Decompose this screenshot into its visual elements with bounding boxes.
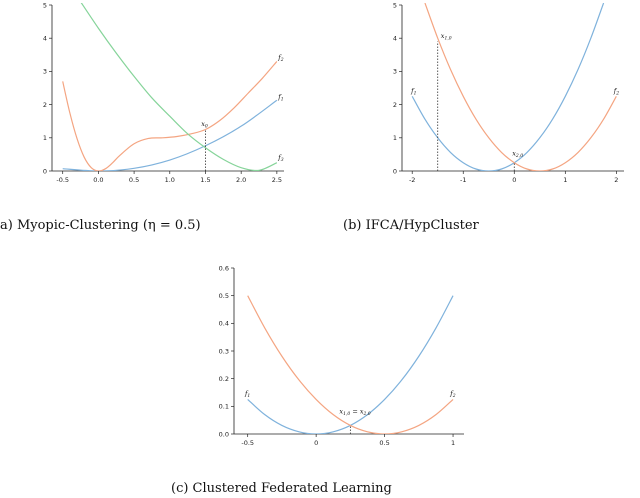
series-line-f1 [62,99,278,171]
chart-c: -0.5 0 0.5 1 0.0 0.1 0.2 0.3 0.4 0.5 0.6 f1 f2 x1,0 =… [219,264,464,447]
annotation-label: f1 [410,87,416,97]
y-tick-label: 0 [393,167,397,175]
annotation-label: x1,0 [441,32,452,42]
x-tick-label: 1.0 [165,176,175,184]
series-line-f2 [62,61,278,171]
x-tick-label: 0.0 [93,176,103,184]
x-tick-label: -1 [460,176,466,184]
y-tick-label: 0.5 [219,292,229,300]
x-tick-label: -0.5 [56,176,69,184]
y-tick-label: 0 [43,167,47,175]
x-tick-label: -0.5 [241,439,254,447]
y-tick-label: 0.1 [219,403,229,411]
annotation-label: f2 [449,389,455,399]
y-tick-label: 3 [43,68,47,76]
x-tick-label: 1 [451,439,455,447]
y-tick-label: 3 [393,68,397,76]
caption-b: (b) IFCA/HypCluster [343,218,479,233]
annotation-label: x1,0 = x2,0 [339,407,370,417]
x-tick-label: 1.5 [200,176,210,184]
y-tick-label: 0.2 [219,375,229,383]
annotation-label: x2,0 [512,149,523,159]
y-tick-label: 0.4 [219,320,229,328]
annotation-label: x0 [201,120,208,129]
y-tick-label: 5 [43,1,47,9]
y-tick-label: 4 [43,35,47,43]
x-tick-label: 2.0 [236,176,246,184]
y-tick-label: 1 [393,134,397,142]
annotation-label: f2 [613,87,619,97]
y-tick-label: 4 [393,35,397,43]
series-line-f3 [80,3,278,171]
chart-a: -0.5 0.0 0.5 1.0 1.5 2.0 2.5 0 1 2 3 4 5 f1 f2 f3 x0 [43,1,284,184]
caption-c: (c) Clustered Federated Learning [171,481,392,496]
x-tick-label: 0.5 [129,176,139,184]
x-tick-label: -2 [409,176,415,184]
series-line-f1 [411,3,605,171]
y-tick-label: 2 [393,101,397,109]
chart-b: -2 -1 0 1 2 0 1 2 3 4 5 f1 f2 x1,0 x2,0 [393,1,624,184]
annotation-label: f1 [244,389,250,399]
x-tick-label: 1 [563,176,567,184]
y-tick-label: 0.0 [219,430,229,438]
x-tick-label: 2 [614,176,618,184]
y-tick-label: 2 [43,101,47,109]
y-tick-label: 0.3 [219,347,229,355]
series-line-f2 [424,3,617,171]
y-tick-label: 0.6 [219,264,229,272]
annotation-label: f3 [277,153,283,163]
x-tick-label: 2.5 [272,176,282,184]
annotation-label: f1 [277,93,283,103]
annotation-label: f2 [277,53,283,63]
x-tick-label: 0 [314,439,318,447]
caption-a: a) Myopic-Clustering (η = 0.5) [0,218,201,233]
x-tick-label: 0 [512,176,516,184]
y-tick-label: 5 [393,1,397,9]
series-line-f2 [247,295,454,434]
x-tick-label: 0.5 [379,439,389,447]
y-tick-label: 1 [43,134,47,142]
